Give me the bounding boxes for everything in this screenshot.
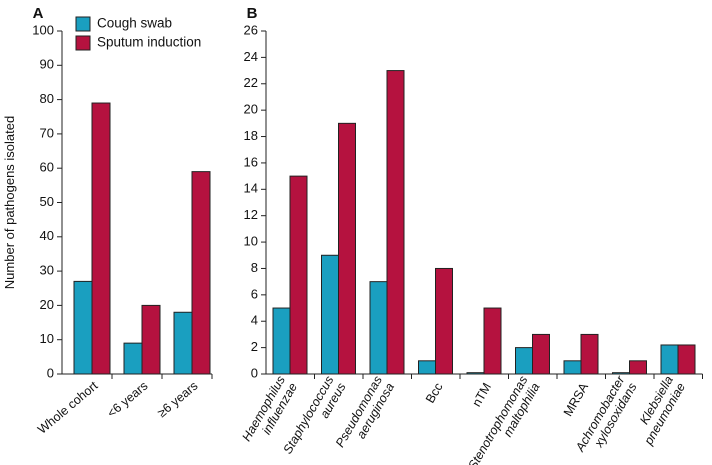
- y-tick-label-A: 30: [40, 263, 54, 278]
- bar-B-sputum-induction: [435, 267, 453, 375]
- category-label-B: Klebsiellapneumoniae: [629, 373, 688, 447]
- bar-B-cough-swab: [466, 372, 485, 375]
- y-tick-label-A: 80: [40, 91, 54, 106]
- y-tick-label-B: 22: [244, 75, 258, 90]
- category-label-line: nTM: [469, 381, 494, 410]
- y-tick-label-B: 4: [251, 313, 258, 328]
- bar-B-cough-swab: [369, 281, 388, 375]
- bar-A-sputum-induction: [141, 304, 161, 375]
- y-tick-label-B: 2: [251, 339, 258, 354]
- y-tick-label-A: 20: [40, 297, 54, 312]
- bar-A-cough-swab: [73, 280, 93, 375]
- y-tick-label-B: 6: [251, 286, 258, 301]
- y-tick-label-A: 50: [40, 194, 54, 209]
- bar-B-sputum-induction: [629, 360, 647, 375]
- legend-label-sputum-induction: Sputum induction: [97, 35, 201, 50]
- bar-B-cough-swab: [563, 360, 582, 375]
- bar-B-sputum-induction: [386, 70, 405, 375]
- y-tick-label-A: 0: [47, 365, 54, 380]
- bar-A-cough-swab: [123, 342, 143, 375]
- y-tick-label-B: 18: [244, 128, 258, 143]
- bar-B-sputum-induction: [677, 344, 696, 375]
- panel-label-B: B: [247, 5, 258, 22]
- category-label-A: Whole cohort: [35, 378, 101, 436]
- y-tick-label-B: 16: [244, 154, 258, 169]
- bar-A-cough-swab: [173, 311, 193, 375]
- y-tick-label-B: 14: [244, 181, 258, 196]
- category-label-line: <6 years: [105, 379, 151, 421]
- category-label-B: MRSA: [561, 380, 592, 419]
- y-tick-label-B: 12: [244, 207, 258, 222]
- bar-B-cough-swab: [272, 307, 291, 375]
- category-label-line: MRSA: [561, 380, 592, 419]
- bar-B-cough-swab: [515, 347, 533, 375]
- y-tick-label-B: 24: [244, 49, 258, 64]
- y-tick-label-B: 0: [251, 365, 258, 380]
- y-axis-label: Number of pathogens isolated: [2, 116, 17, 289]
- y-tick-label-B: 8: [251, 260, 258, 275]
- y-tick-label-B: 20: [244, 102, 258, 117]
- bar-B-sputum-induction: [580, 333, 599, 375]
- category-label-B: Bcc: [423, 381, 446, 406]
- y-tick-label-A: 70: [40, 125, 54, 140]
- panel-label-A: A: [33, 5, 44, 22]
- bar-B-sputum-induction: [289, 175, 308, 375]
- y-tick-label-A: 60: [40, 160, 54, 175]
- y-tick-label-B: 10: [244, 234, 258, 249]
- bar-B-cough-swab: [660, 344, 679, 375]
- bar-B-sputum-induction: [338, 122, 356, 375]
- legend-swatch-cough-swab: [75, 16, 91, 32]
- category-label-line: Bcc: [423, 381, 446, 406]
- category-label-line: Whole cohort: [35, 378, 101, 436]
- bar-B-cough-swab: [321, 254, 339, 375]
- y-tick-label-A: 40: [40, 228, 54, 243]
- bar-B-cough-swab: [418, 360, 436, 375]
- bar-B-sputum-induction: [483, 307, 502, 375]
- y-tick-label-A: 100: [32, 22, 54, 37]
- y-tick-label-A: 90: [40, 57, 54, 72]
- y-tick-label-A: 10: [40, 331, 54, 346]
- bar-B-sputum-induction: [532, 333, 550, 375]
- category-label-A: <6 years: [105, 379, 151, 421]
- category-label-B: nTM: [469, 381, 494, 410]
- legend-swatch-sputum-induction: [75, 35, 91, 51]
- bar-A-sputum-induction: [191, 171, 211, 375]
- category-label-line: ≥6 years: [155, 379, 201, 420]
- bar-A-sputum-induction: [91, 102, 111, 375]
- legend-label-cough-swab: Cough swab: [97, 16, 172, 31]
- category-label-A: ≥6 years: [155, 379, 201, 420]
- y-tick-label-B: 26: [244, 22, 258, 37]
